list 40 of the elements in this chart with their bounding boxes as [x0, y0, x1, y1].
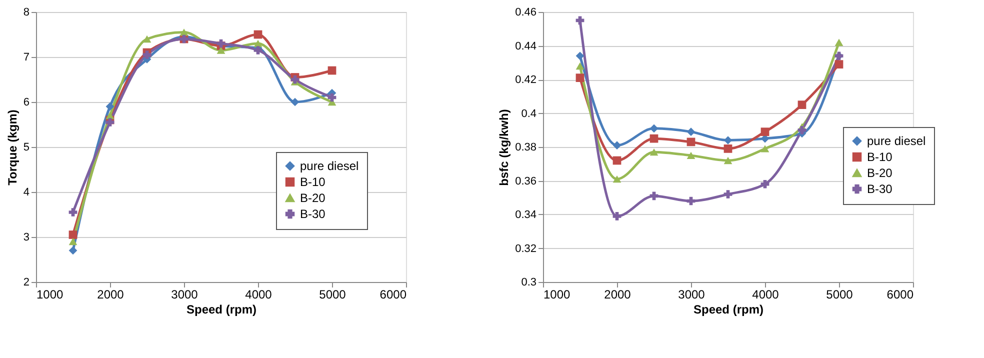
legend-label: B-10: [300, 175, 326, 189]
y-tick-label: 0.32: [515, 242, 536, 255]
x-tick-label: 1000: [544, 288, 571, 302]
x-tick-label: 2000: [97, 288, 124, 302]
legend-label: B-20: [867, 166, 893, 180]
y-tick-label: 0.44: [515, 40, 536, 52]
y-tick-label: 0.38: [515, 142, 536, 154]
y-tick-label: 5: [23, 142, 30, 154]
y-tick-label: 0.4: [521, 108, 536, 120]
x-tick-label: 1000: [36, 288, 64, 302]
y-tick-label: 0.3: [521, 276, 536, 288]
y-tick-label: 0.42: [515, 74, 536, 86]
legend-label: B-30: [300, 207, 326, 221]
x-tick-label: 5000: [319, 288, 346, 302]
x-tick-label: 4000: [245, 288, 272, 302]
y-tick-label: 7: [23, 52, 30, 64]
x-tick-label: 6000: [380, 288, 407, 302]
y-tick-label: 4: [23, 186, 30, 198]
x-tick-label: 3000: [678, 288, 706, 302]
y-tick-label: 3: [23, 232, 30, 244]
x-tick-label: 3000: [171, 288, 198, 302]
legend-label: B-30: [867, 182, 893, 196]
legend-label: pure diesel: [300, 159, 359, 173]
y-tick-label: 6: [23, 96, 30, 108]
y-tick-label: 0.36: [515, 175, 536, 188]
y-tick-label: 0.46: [515, 6, 536, 18]
y-tick-label: 0.34: [515, 209, 536, 221]
legend-label: pure diesel: [867, 134, 926, 148]
x-tick-label: 6000: [886, 288, 914, 302]
legend-label: B-10: [867, 150, 893, 164]
x-axis-title: Speed (rpm): [186, 302, 257, 316]
y-axis-title: Torque (kgm): [5, 110, 20, 186]
y-tick-label: 2: [23, 276, 30, 288]
y-axis-title: bsfc (kg/kwh): [497, 109, 512, 186]
legend-label: B-20: [300, 191, 326, 205]
x-axis-title: Speed (rpm): [693, 302, 764, 316]
x-tick-label: 4000: [752, 288, 780, 302]
y-tick-label: 8: [23, 6, 30, 18]
x-tick-label: 5000: [826, 288, 854, 302]
x-tick-label: 2000: [604, 288, 632, 302]
